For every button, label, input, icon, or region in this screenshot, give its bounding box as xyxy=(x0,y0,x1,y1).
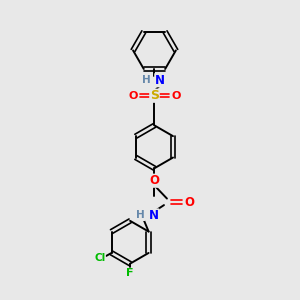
Text: N: N xyxy=(155,74,165,87)
Text: H: H xyxy=(136,211,145,220)
Text: H: H xyxy=(142,75,151,85)
Text: N: N xyxy=(149,209,159,222)
Text: O: O xyxy=(171,91,181,101)
Text: F: F xyxy=(126,268,134,278)
Text: O: O xyxy=(184,196,194,208)
Text: O: O xyxy=(128,91,138,101)
Text: Cl: Cl xyxy=(94,253,105,263)
Text: O: O xyxy=(149,174,160,187)
Text: S: S xyxy=(150,89,159,102)
